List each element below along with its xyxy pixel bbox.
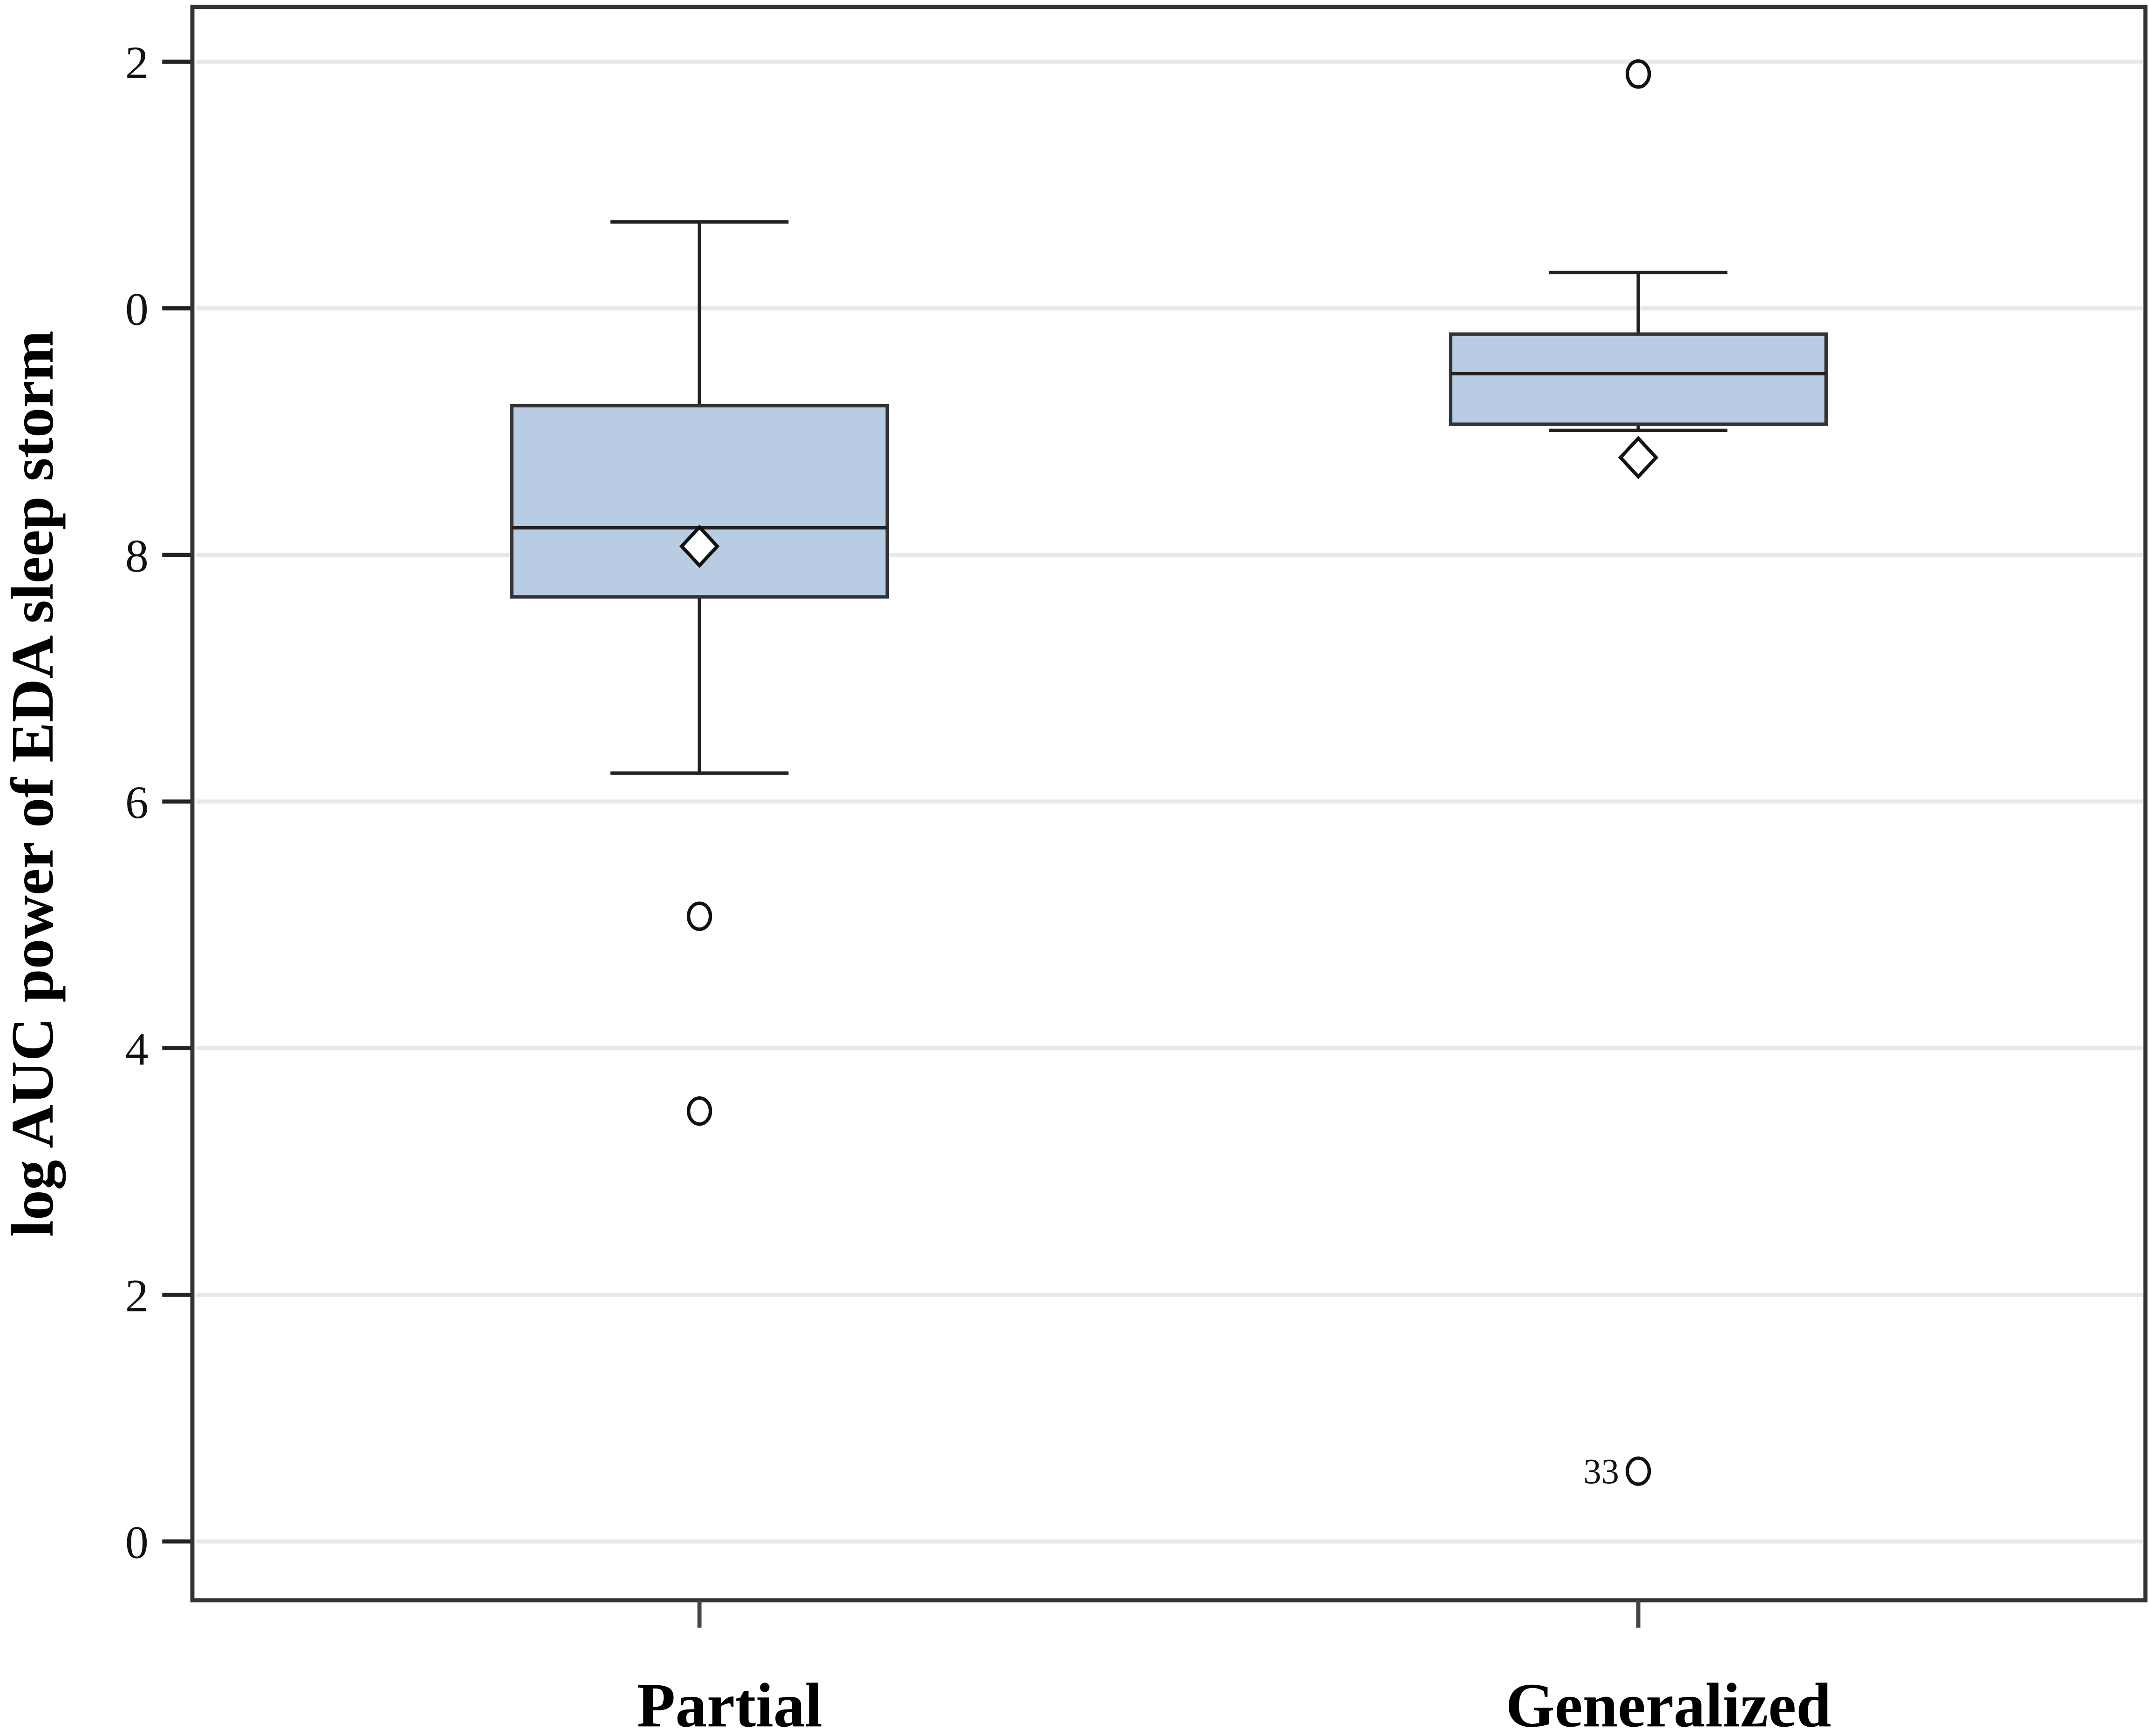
x-tick-label: Generalized (1506, 1670, 1831, 1736)
y-tick-label: 6 (125, 777, 149, 828)
x-tick-label: Partial (637, 1670, 822, 1736)
mean-marker (679, 524, 720, 568)
y-tick-label: 8 (125, 530, 149, 581)
y-axis-title: log AUC power of EDA sleep storm (0, 331, 66, 1237)
y-tick-label: 2 (125, 37, 149, 88)
y-tick-label: 2 (125, 1270, 149, 1322)
plot-frame (190, 5, 2148, 1603)
outlier-point (686, 1096, 712, 1126)
box-generalized: 33 (1449, 59, 1828, 1492)
x-axis: Partial Generalized (637, 1600, 1831, 1736)
outlier-label: 33 (1583, 1452, 1619, 1492)
mean-marker (1618, 436, 1659, 480)
y-tick-label: 0 (125, 1516, 149, 1568)
gridlines (196, 60, 2143, 1544)
y-tick-label: 4 (125, 1023, 149, 1075)
boxes: 33 (510, 59, 1828, 1492)
y-axis: 2 0 8 6 4 2 0 (125, 37, 193, 1568)
iqr-box (1449, 332, 1828, 426)
y-tick-label: 0 (125, 284, 149, 335)
outlier-point (686, 901, 712, 931)
iqr-box (510, 404, 889, 599)
outlier-point (1625, 59, 1651, 89)
box-partial (510, 220, 889, 1126)
outlier-point (1625, 1456, 1651, 1486)
